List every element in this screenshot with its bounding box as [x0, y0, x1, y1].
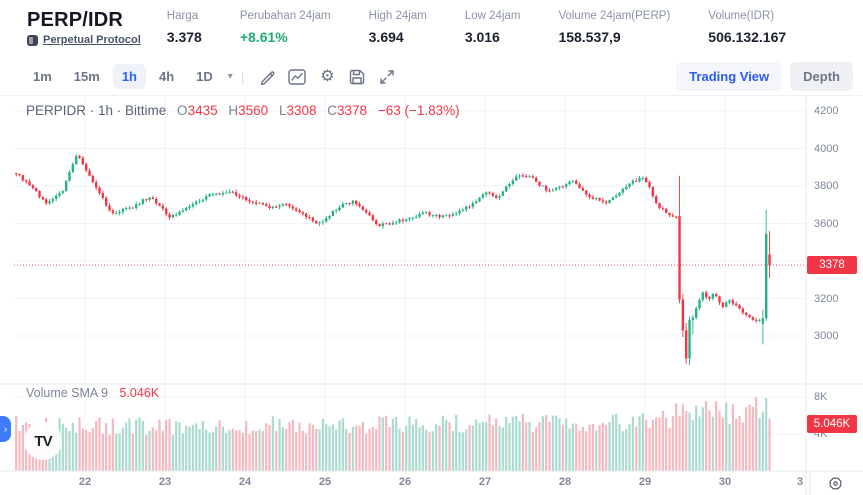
time-tick-label: 27 [478, 476, 492, 488]
left-panel-expander[interactable]: › [0, 416, 11, 442]
ohlc-open: 3435 [187, 103, 218, 118]
chart-toolbar: 1m 15m 1h 4h 1D ▾ | ⚙ Trading View Depth [0, 58, 863, 95]
time-tick-label: 29 [638, 476, 652, 488]
interval-1m-button[interactable]: 1m [24, 64, 61, 89]
time-tick-label: 30 [718, 476, 732, 488]
price-tick-label: 3200 [814, 292, 839, 305]
time-tick-label: 22 [78, 476, 92, 488]
stat-low-24h: Low 24jam 3.016 [465, 9, 521, 45]
stat-label: Volume(IDR) [708, 10, 775, 22]
stat-value: 3.694 [368, 29, 404, 45]
ohlc-label: O [177, 103, 188, 118]
coin-logo-icon [27, 34, 38, 46]
price-tick-label: 4200 [814, 105, 839, 117]
stat-label: High 24jam [368, 10, 427, 22]
stat-value-change: +8.61% [239, 29, 288, 45]
price-tick-label: 4000 [814, 142, 839, 155]
series-title: PERPIDR · 1h · Bittime [26, 103, 167, 118]
stat-value: 3.378 [166, 29, 202, 45]
stat-label: Harga [166, 10, 199, 22]
stat-label: Perubahan 24jam [239, 10, 331, 22]
time-tick-label: 26 [398, 476, 412, 488]
time-tick-label: 23 [158, 476, 172, 488]
volume-pane-legend: Volume SMA 9 5.046K [26, 386, 159, 400]
stat-value: 3.016 [464, 29, 500, 45]
stat-value: 506.132.167 [708, 29, 787, 45]
ohlc-close: 3378 [337, 103, 368, 118]
chevron-right-icon: › [3, 423, 8, 435]
stat-price: Harga 3.378 [167, 9, 202, 45]
ohlc-label: L [278, 103, 287, 118]
interval-15m-button[interactable]: 15m [65, 64, 109, 89]
price-tick-label: 3800 [814, 180, 839, 192]
ohlc-label: H [228, 103, 239, 118]
volume-tick-label: 8K [814, 391, 828, 403]
volume-sma-value: 5.046K [119, 386, 160, 400]
interval-1d-button[interactable]: 1D [187, 64, 222, 89]
ohlc-high: 3560 [238, 103, 269, 118]
stat-volume-idr: Volume(IDR) 506.132.167 [708, 9, 786, 45]
market-header: PERP/IDR Perpetual Protocol Harga 3.378 … [0, 0, 863, 58]
tradingview-logo-icon: TV [34, 432, 52, 450]
chart-panel: PERPIDR · 1h · Bittime O3435 H3560 L3308… [0, 95, 863, 495]
stat-change-24h: Perubahan 24jam +8.61% [240, 9, 331, 45]
interval-1h-button[interactable]: 1h [112, 64, 146, 89]
price-tick-label: 3000 [814, 330, 839, 342]
line-chart-icon[interactable] [282, 64, 312, 90]
gridlines [14, 96, 806, 471]
stat-volume-perp: Volume 24jam(PERP) 158.537,9 [558, 9, 670, 45]
save-icon[interactable] [342, 64, 372, 90]
stat-label: Volume 24jam(PERP) [558, 10, 671, 22]
chart-canvas[interactable] [0, 96, 863, 495]
ohlc-low: 3308 [286, 103, 317, 118]
depth-tab[interactable]: Depth [790, 62, 853, 91]
axis-settings-gear-icon[interactable] [824, 474, 846, 492]
caret-down-icon[interactable]: ▾ [227, 71, 233, 82]
trading-view-tab[interactable]: Trading View [676, 62, 783, 91]
current-price-tag: 3378 [807, 256, 857, 275]
tradingview-watermark: TV [24, 422, 62, 460]
volume-legend-label: Volume SMA 9 [26, 386, 108, 400]
stat-high-24h: High 24jam 3.694 [369, 9, 427, 45]
interval-4h-button[interactable]: 4h [150, 64, 183, 89]
time-tick-label: 28 [558, 476, 572, 488]
stat-value: 158.537,9 [558, 29, 621, 45]
coin-name-link[interactable]: Perpetual Protocol [43, 34, 141, 46]
time-tick-label: 3 [796, 476, 804, 488]
current-volume-tag: 5.046K [807, 415, 857, 434]
price-pane-legend: PERPIDR · 1h · Bittime O3435 H3560 L3308… [26, 103, 460, 118]
price-tick-label: 3600 [814, 217, 839, 230]
fullscreen-icon[interactable] [372, 64, 402, 90]
pair-title: PERP/IDR [27, 9, 124, 31]
draw-icon[interactable] [252, 64, 282, 90]
ohlc-change: −63 (−1.83%) [377, 103, 460, 118]
gear-icon[interactable]: ⚙ [320, 67, 335, 85]
toolbar-divider: | [240, 68, 245, 85]
ohlc-label: C [327, 103, 338, 118]
time-tick-label: 25 [318, 476, 332, 488]
stat-label: Low 24jam [464, 10, 521, 22]
time-tick-label: 24 [238, 476, 252, 488]
candles [15, 154, 771, 366]
